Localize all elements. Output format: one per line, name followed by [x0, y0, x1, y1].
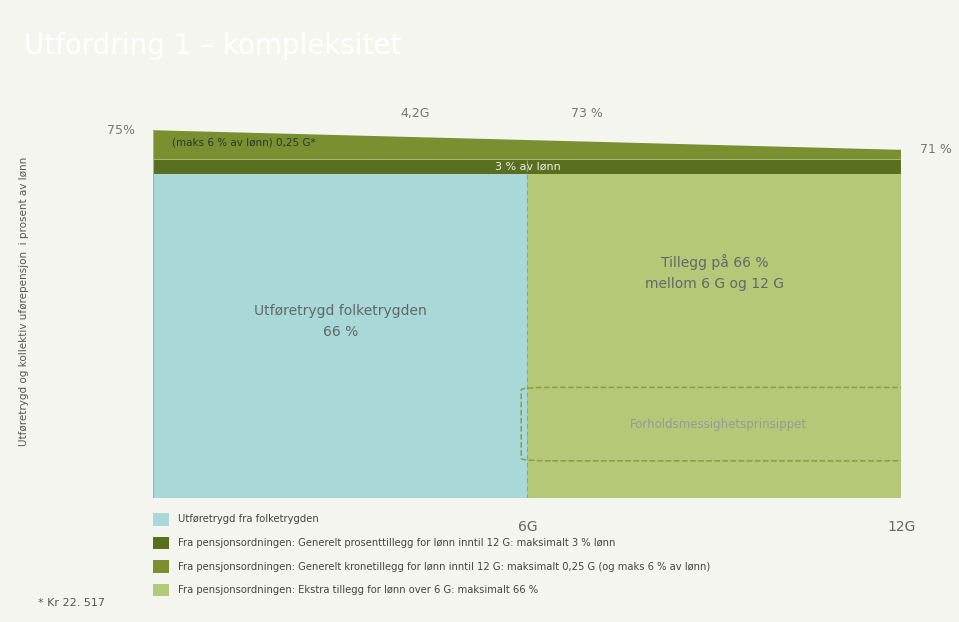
- Text: 73 %: 73 %: [571, 108, 603, 121]
- Text: Tillegg på 66 %
mellom 6 G og 12 G: Tillegg på 66 % mellom 6 G og 12 G: [645, 254, 784, 290]
- Bar: [527, 174, 901, 498]
- Bar: [153, 174, 527, 498]
- Text: 12G: 12G: [887, 519, 916, 534]
- Bar: [153, 160, 901, 174]
- Text: 6G: 6G: [518, 519, 537, 534]
- Text: 75%: 75%: [106, 124, 134, 137]
- Text: Fra pensjonsordningen: Ekstra tillegg for lønn over 6 G: maksimalt 66 %: Fra pensjonsordningen: Ekstra tillegg fo…: [178, 585, 539, 595]
- Text: Fra pensjonsordningen: Generelt prosenttillegg for lønn inntil 12 G: maksimalt 3: Fra pensjonsordningen: Generelt prosentt…: [178, 538, 616, 548]
- Text: Fra pensjonsordningen: Generelt kronetillegg for lønn inntil 12 G: maksimalt 0,2: Fra pensjonsordningen: Generelt kronetil…: [178, 562, 711, 572]
- Text: 71 %: 71 %: [921, 143, 952, 156]
- Text: 3 % av lønn: 3 % av lønn: [495, 162, 560, 172]
- Text: Utføretrygd fra folketrygden: Utføretrygd fra folketrygden: [178, 514, 319, 524]
- Polygon shape: [153, 130, 901, 160]
- Text: * Kr 22. 517: * Kr 22. 517: [38, 598, 105, 608]
- Text: (maks 6 % av lønn) 0,25 G*: (maks 6 % av lønn) 0,25 G*: [173, 137, 316, 147]
- Text: Utfordring 1 – kompleksitet: Utfordring 1 – kompleksitet: [24, 32, 402, 60]
- Text: Forholdsmessighetsprinsippet: Forholdsmessighetsprinsippet: [630, 417, 807, 430]
- Text: Utføretrygd folketrygden
66 %: Utføretrygd folketrygden 66 %: [254, 304, 427, 338]
- Text: Utføretrygd og kollektiv uførepensjon  i prosent av lønn: Utføretrygd og kollektiv uførepensjon i …: [19, 157, 29, 447]
- Text: 4,2G: 4,2G: [401, 108, 430, 121]
